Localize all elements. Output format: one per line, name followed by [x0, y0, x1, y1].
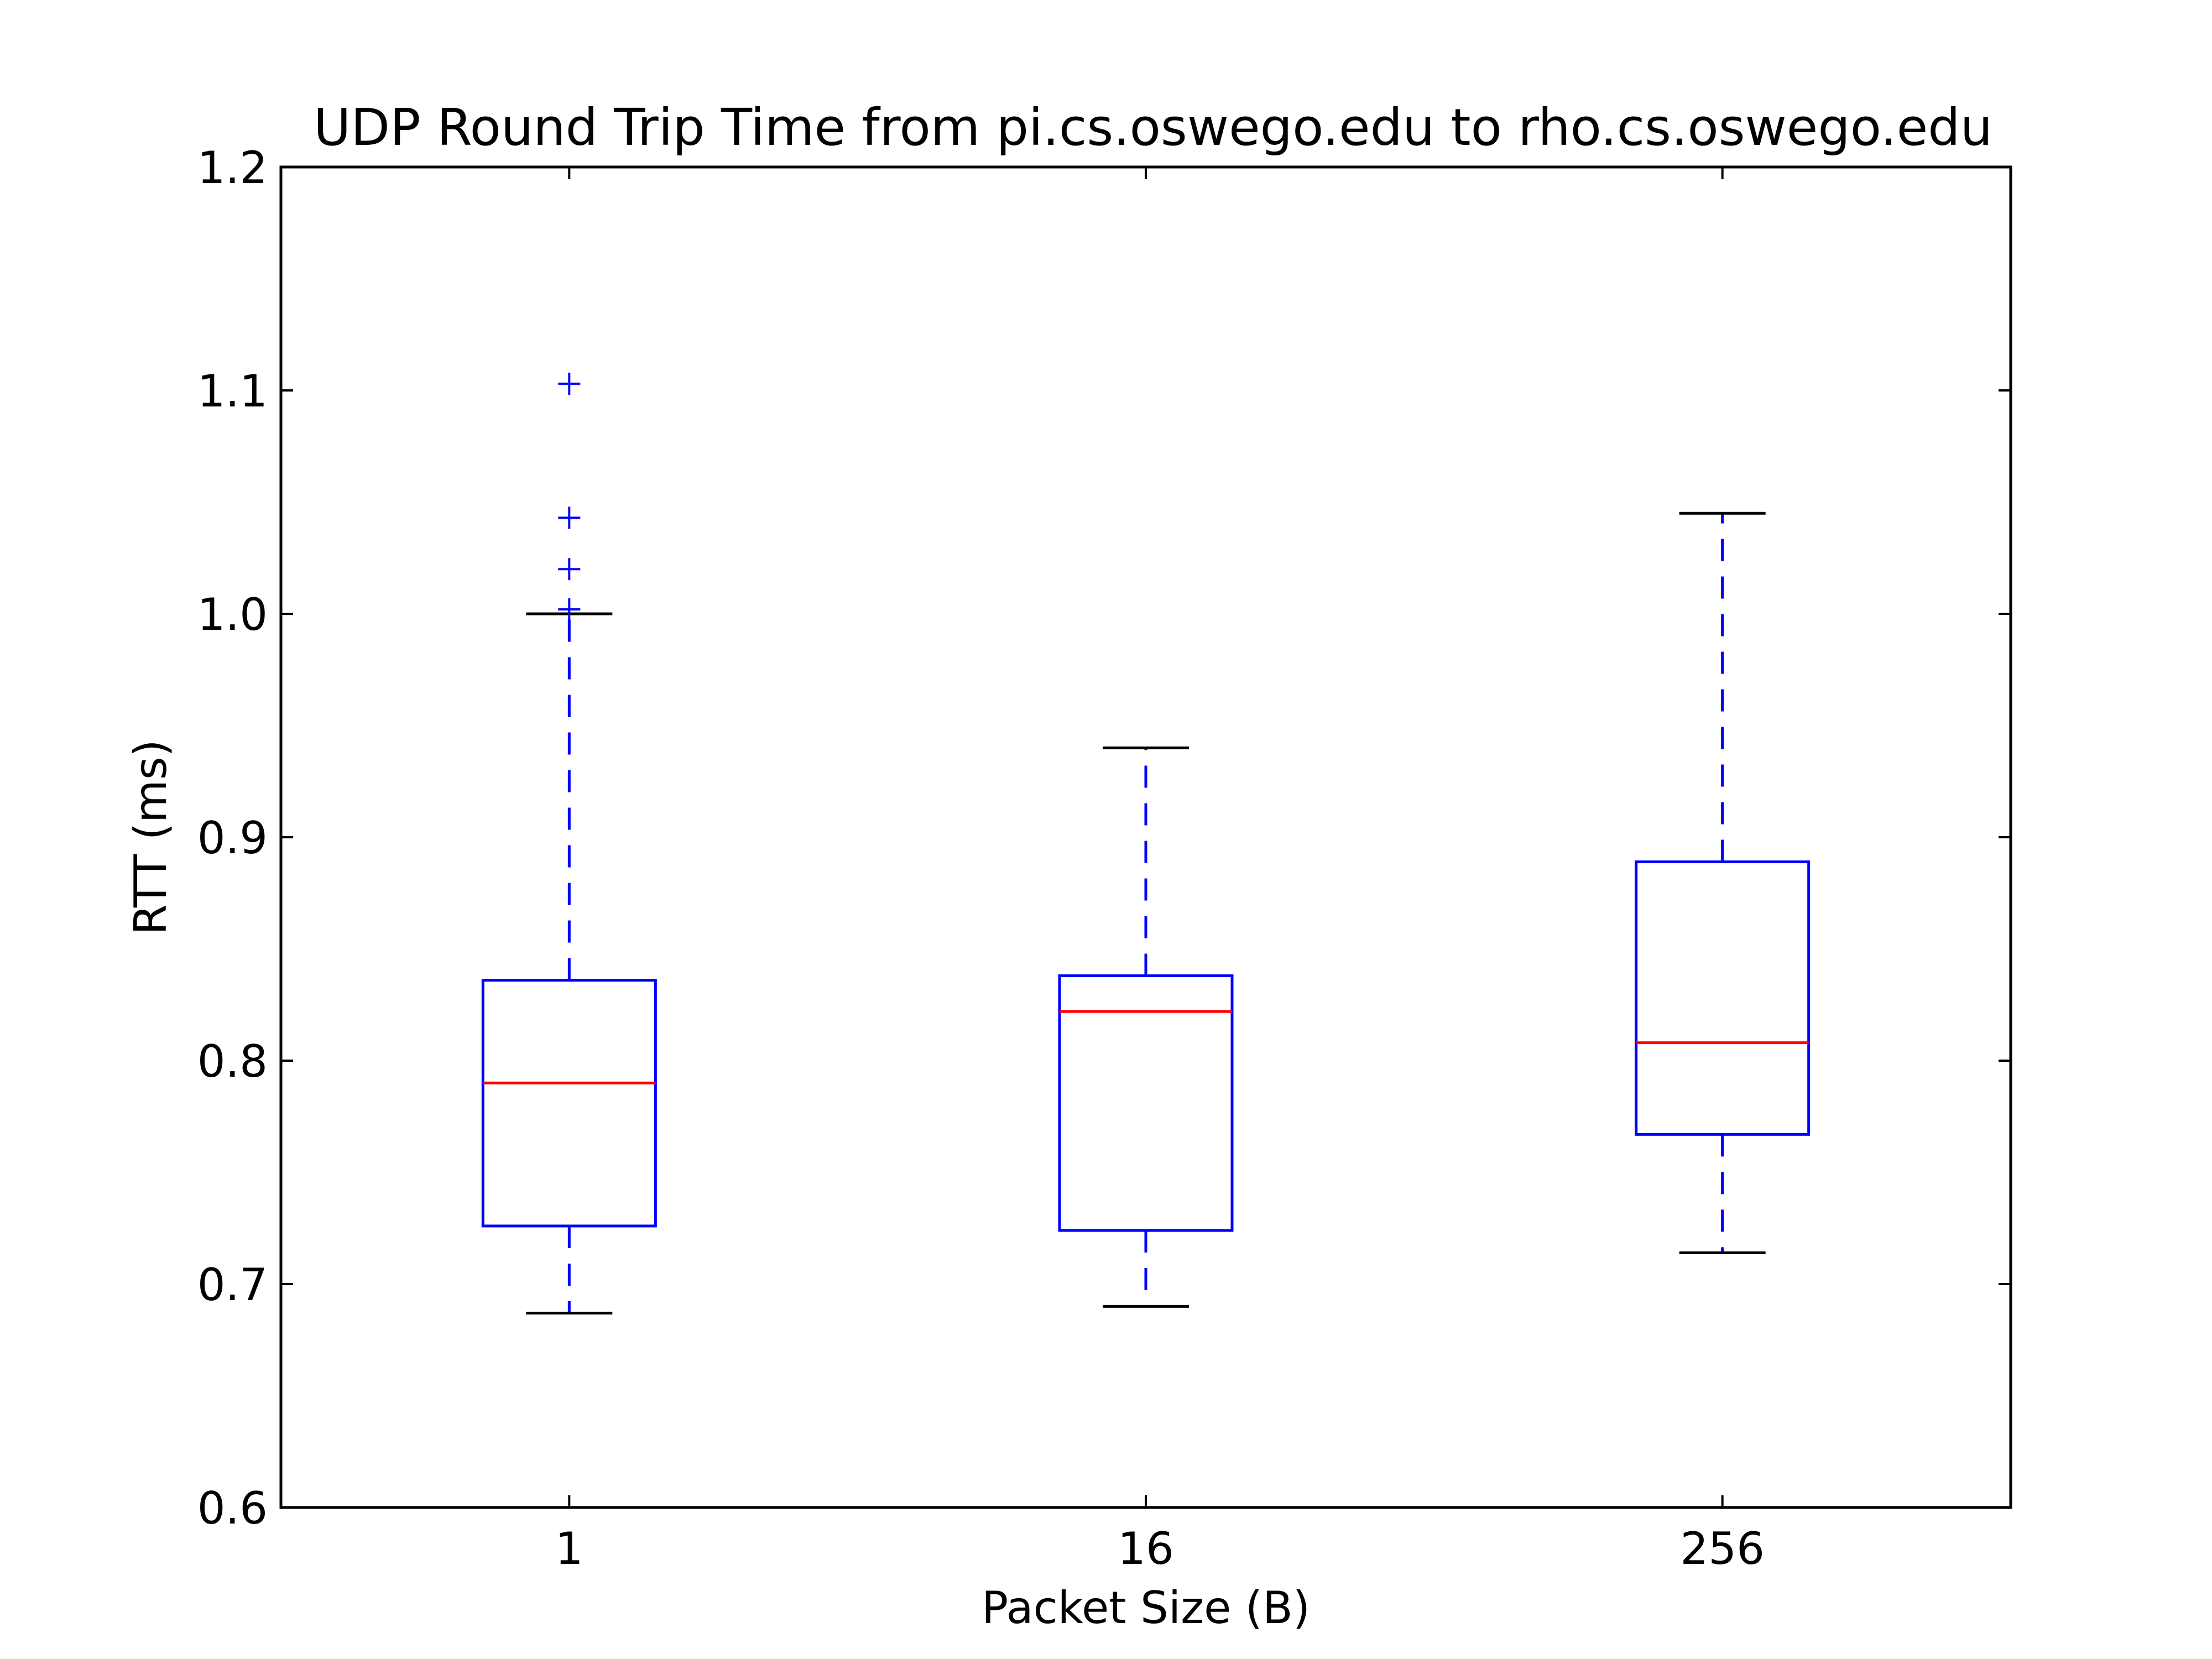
box-iqr [1635, 860, 1811, 1136]
x-tick-label: 256 [1680, 1523, 1765, 1574]
y-tick-label: 0.8 [197, 1036, 268, 1087]
y-tick-label: 0.6 [197, 1483, 268, 1534]
y-axis-label: RTT (ms) [125, 739, 176, 935]
y-tick-label: 1.0 [197, 589, 268, 640]
plot-area [481, 372, 1811, 1315]
box-group-1 [481, 372, 657, 1315]
y-tick-label: 0.7 [197, 1259, 268, 1311]
x-tick-label: 1 [555, 1523, 583, 1574]
x-axis-label: Packet Size (B) [982, 1582, 1310, 1634]
outlier-marker [558, 507, 581, 529]
box-iqr [481, 979, 657, 1228]
box-group-256 [1635, 512, 1811, 1254]
box-group-16 [1058, 746, 1234, 1308]
y-tick-label: 1.2 [197, 142, 268, 194]
box-iqr [1058, 974, 1234, 1232]
outlier-marker [558, 372, 581, 395]
outlier-marker [558, 598, 581, 620]
y-tick-label: 0.9 [197, 812, 268, 864]
x-tick-label: 16 [1118, 1523, 1174, 1574]
outlier-marker [558, 558, 581, 581]
chart-title: UDP Round Trip Time from pi.cs.oswego.ed… [314, 98, 1992, 157]
y-tick-label: 1.1 [197, 366, 268, 417]
axis-ticks: 0.6 0.7 0.8 0.9 1.0 1.1 1.2 1 16 256 [197, 142, 2011, 1574]
